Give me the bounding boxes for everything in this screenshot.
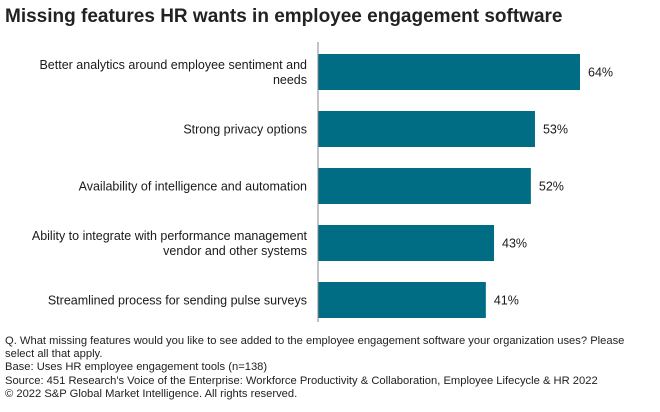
bar	[318, 54, 580, 90]
bar-chart: 64% Better analytics around employee sent…	[32, 42, 613, 322]
category-label: Better analytics around employee sentime…	[39, 58, 307, 72]
category-label: Availability of intelligence and automat…	[79, 180, 307, 194]
category-label: Streamlined process for sending pulse su…	[48, 294, 307, 308]
data-label: 41%	[494, 294, 519, 308]
copyright-note: © 2022 S&P Global Market Intelligence. A…	[5, 387, 298, 400]
data-label: 43%	[502, 237, 527, 251]
category-label: Ability to integrate with performance ma…	[32, 229, 308, 243]
data-label: 52%	[539, 180, 564, 194]
chart-title: Missing features HR wants in employee en…	[5, 6, 563, 27]
category-label: needs	[273, 73, 307, 87]
chart-notes: Q. What missing features would you like …	[5, 335, 655, 401]
data-label: 53%	[543, 123, 568, 137]
survey-base: Base: Uses HR employee engagement tools …	[5, 361, 268, 374]
data-label: 64%	[588, 66, 613, 80]
bar	[318, 111, 535, 147]
survey-question: Q. What missing features would you like …	[5, 335, 625, 361]
category-label: Strong privacy options	[183, 123, 307, 137]
bar	[318, 225, 495, 261]
bar	[318, 168, 531, 204]
category-label: vendor and other systems	[163, 244, 307, 258]
source-note: Source: 451 Research's Voice of the Ente…	[5, 374, 598, 387]
bar	[318, 282, 486, 318]
